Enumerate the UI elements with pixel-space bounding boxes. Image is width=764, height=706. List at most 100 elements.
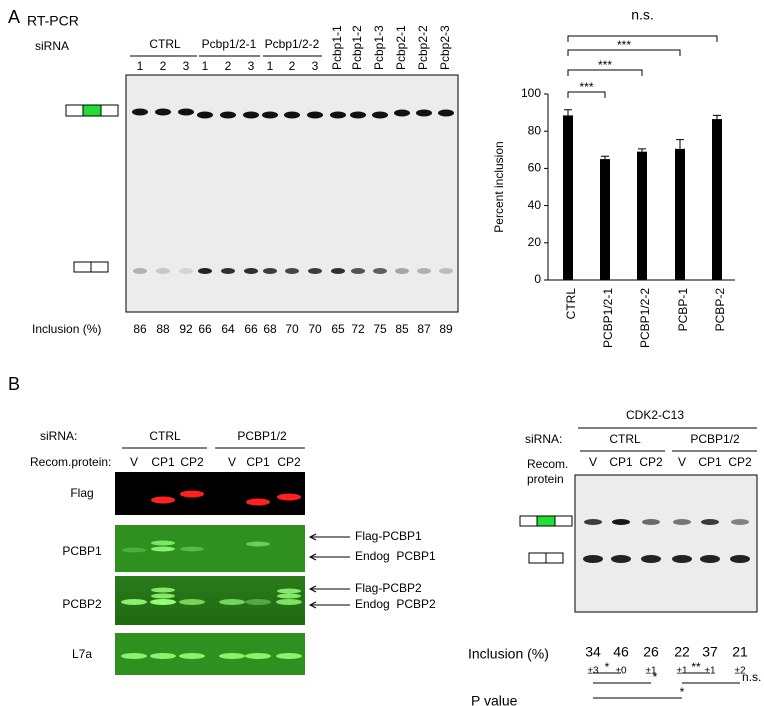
inclusion-value: 37 xyxy=(702,644,718,660)
inclusion-error: ±0 xyxy=(615,666,626,677)
lane-label: CP2 xyxy=(180,455,204,469)
panel-label: B xyxy=(8,374,20,394)
band xyxy=(277,493,301,501)
band xyxy=(197,111,213,119)
y-tick-label: 100 xyxy=(521,86,541,100)
band xyxy=(180,490,204,498)
bar xyxy=(712,119,722,280)
panel-label: A xyxy=(8,7,20,27)
band xyxy=(583,555,603,563)
bar xyxy=(637,151,647,280)
x-tick-label: PCBP1/2-1 xyxy=(601,288,615,348)
inclusion-value: 86 xyxy=(133,322,147,336)
error-bar xyxy=(676,139,684,149)
band xyxy=(121,599,147,605)
blot-label: Flag xyxy=(70,486,93,500)
band xyxy=(133,268,147,274)
inclusion-value: 88 xyxy=(156,322,170,336)
lane-label: V xyxy=(228,455,236,469)
band xyxy=(121,653,147,659)
band xyxy=(243,111,259,119)
band xyxy=(641,555,661,563)
lane-label: 1 xyxy=(202,59,209,73)
band xyxy=(179,653,205,659)
band xyxy=(307,111,323,119)
band xyxy=(122,547,146,553)
band xyxy=(331,268,345,274)
band xyxy=(150,599,176,605)
inclusion-value: 89 xyxy=(439,322,453,336)
band xyxy=(672,555,692,563)
band xyxy=(151,540,175,546)
sirna-label: siRNA xyxy=(35,39,69,53)
inclusion-error: ±2 xyxy=(734,666,745,677)
inclusion-value: 66 xyxy=(198,322,212,336)
lane-label: Pcbp2-1 xyxy=(394,25,408,70)
band xyxy=(701,519,719,525)
lane-label: 2 xyxy=(289,59,296,73)
band xyxy=(438,109,454,117)
arrow xyxy=(308,585,350,593)
blot-label: PCBP2 xyxy=(62,597,102,611)
lane-label: V xyxy=(678,455,686,469)
band xyxy=(221,268,235,274)
blot xyxy=(115,472,305,515)
lane-label: Pcbp1-1 xyxy=(330,25,344,70)
inclusion-error: ±1 xyxy=(704,666,715,677)
group-label: CTRL xyxy=(149,429,181,443)
inclusion-value: 72 xyxy=(351,322,365,336)
inclusion-value: 22 xyxy=(674,644,690,660)
band xyxy=(263,268,277,274)
inclusion-value: 87 xyxy=(417,322,431,336)
group-label: Pcbp1/2-1 xyxy=(202,37,257,51)
band xyxy=(439,268,453,274)
arrow xyxy=(308,601,350,609)
bar xyxy=(600,159,610,280)
error-bar xyxy=(601,155,609,160)
band xyxy=(330,111,346,119)
band xyxy=(417,268,431,274)
significance-bracket xyxy=(567,35,718,42)
band xyxy=(244,268,258,274)
significance-label: * xyxy=(680,685,685,699)
inclusion-value: 70 xyxy=(285,322,299,336)
lane-label: CP1 xyxy=(151,455,175,469)
error-bar xyxy=(713,114,721,120)
band xyxy=(198,268,212,274)
gel xyxy=(574,474,758,613)
y-tick-label: 40 xyxy=(528,198,542,212)
bar xyxy=(563,115,573,280)
group-label: Pcbp1/2-2 xyxy=(265,37,320,51)
y-tick-label: 60 xyxy=(528,161,542,175)
inclusion-label: Inclusion (%) xyxy=(468,646,549,662)
inclusion-value: 68 xyxy=(263,322,277,336)
method: RT-PCR xyxy=(27,13,79,29)
significance-label: * xyxy=(653,670,658,684)
inclusion-value: 64 xyxy=(221,322,235,336)
band xyxy=(394,109,410,117)
y-tick-label: 20 xyxy=(528,235,542,249)
lane-label: 1 xyxy=(137,59,144,73)
x-tick-label: PCBP-1 xyxy=(676,288,690,332)
x-tick-label: PCBP1/2-2 xyxy=(638,288,652,348)
group-label: PCBP1/2 xyxy=(237,429,287,443)
lane-label: Pcbp2-3 xyxy=(438,25,452,70)
p-label: P value xyxy=(471,693,518,706)
lane-label: CP1 xyxy=(609,455,633,469)
band xyxy=(155,108,171,116)
inclusion-label: Inclusion (%) xyxy=(32,322,101,336)
band xyxy=(730,555,750,563)
inclusion-error: ±1 xyxy=(645,666,656,677)
protein-label: Recom. xyxy=(527,457,568,471)
arrow xyxy=(308,533,350,541)
inclusion-value: 26 xyxy=(643,644,659,660)
blot-label: PCBP1 xyxy=(62,544,102,558)
band xyxy=(262,111,278,119)
inclusion-value: 34 xyxy=(585,644,601,660)
arrow-label: Endog PCBP1 xyxy=(355,549,436,563)
arrow xyxy=(308,553,350,561)
band xyxy=(351,268,365,274)
inclusion-value: 65 xyxy=(331,322,345,336)
lane-label: CP2 xyxy=(277,455,301,469)
band xyxy=(179,268,193,274)
